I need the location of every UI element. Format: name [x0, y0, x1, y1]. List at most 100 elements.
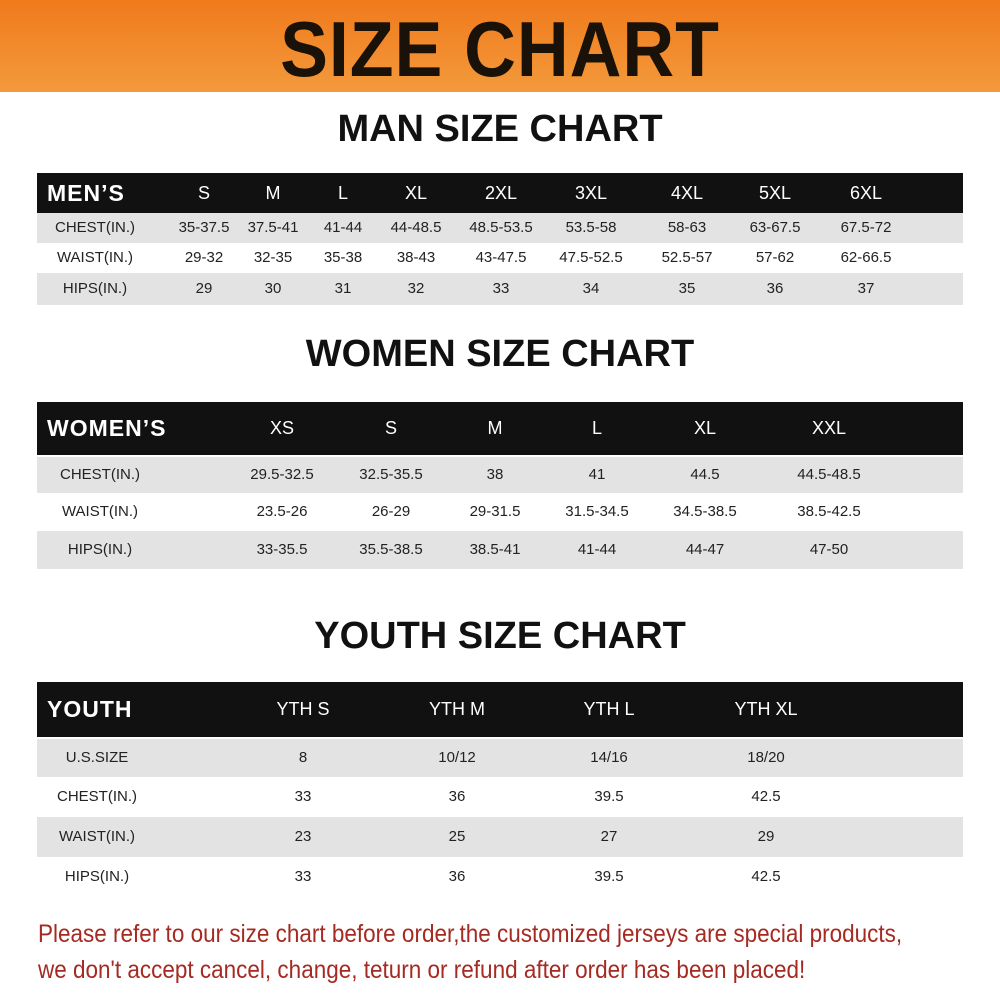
size-value: 25 [448, 828, 466, 845]
size-value: 38.5-41 [469, 541, 521, 558]
size-value: 33-35.5 [256, 541, 308, 558]
size-value: 35-38 [323, 249, 363, 266]
size-value: 39.5 [594, 868, 624, 885]
size-value: 35-37.5 [178, 219, 230, 236]
size-value: 57-62 [755, 249, 795, 266]
measurement-label: WAIST(IN.) [61, 503, 139, 520]
size-value: 34 [582, 280, 600, 297]
women-title: WOMEN SIZE CHART [305, 333, 695, 375]
size-value: 44.5 [690, 466, 720, 483]
size-value: 39.5 [594, 788, 624, 805]
size-value: 31.5-34.5 [565, 503, 629, 520]
table-row: WAIST(IN.) 23 25 27 29 [37, 817, 963, 857]
size-value: 31 [334, 280, 352, 297]
size-value: 41-44 [577, 541, 617, 558]
men-title: MAN SIZE CHART [337, 108, 663, 150]
header-row: YOUTH YTH S YTH M YTH L YTH XL [37, 682, 963, 737]
size-value: 14/16 [590, 749, 628, 766]
size-value: 10/12 [438, 749, 476, 766]
size-value: 44-47 [685, 541, 725, 558]
header-row: WOMEN’S XS S M L XL XXL [37, 402, 963, 455]
size-value: 34.5-38.5 [673, 503, 737, 520]
size-value: 18/20 [747, 749, 785, 766]
table-row: WAIST(IN.) 23.5-26 26-29 29-31.5 31.5-34.5 34… [37, 493, 963, 531]
measurement-label: CHEST(IN.) [55, 219, 135, 236]
size-value: 33 [492, 280, 510, 297]
size-header: XXL [811, 418, 847, 438]
table-header-label: WOMEN’S [47, 415, 167, 441]
size-header: YTH S [276, 699, 330, 719]
size-value: 37.5-41 [247, 219, 299, 236]
size-header: L [591, 418, 603, 438]
size-header: 4XL [670, 183, 704, 203]
size-header: M [265, 183, 281, 203]
size-value: 42.5 [751, 868, 781, 885]
banner-title: SIZE CHART [280, 5, 720, 93]
size-header: L [337, 183, 349, 203]
size-value: 23.5-26 [256, 503, 308, 520]
measurement-label: HIPS(IN.) [67, 541, 133, 558]
size-header: XL [404, 183, 428, 203]
size-header: 2XL [484, 183, 518, 203]
size-value: 48.5-53.5 [469, 219, 533, 236]
size-value: 29 [195, 280, 213, 297]
table-header-label: YOUTH [47, 696, 133, 722]
size-header: YTH M [429, 699, 485, 719]
size-value: 30 [264, 280, 282, 297]
size-value: 33 [294, 788, 312, 805]
table-row: CHEST(IN.) 33 36 39.5 42.5 [37, 777, 963, 817]
size-value: 62-66.5 [840, 249, 892, 266]
size-value: 32-35 [253, 249, 293, 266]
size-value: 26-29 [371, 503, 411, 520]
table-row: CHEST(IN.) 35-37.5 37.5-41 41-44 44-48.5 48.5… [37, 213, 963, 243]
size-value: 35 [678, 280, 696, 297]
size-header: XL [693, 418, 717, 438]
size-value: 35.5-38.5 [359, 541, 423, 558]
note-line-2: we don't accept cancel, change, teturn o… [38, 956, 806, 984]
header-row: MEN’S S M L XL 2XL 3XL 4XL 5XL 6XL [37, 173, 963, 213]
measurement-label: CHEST(IN.) [57, 788, 137, 805]
size-header: YTH XL [734, 699, 798, 719]
size-value: 27 [600, 828, 618, 845]
size-value: 32 [407, 280, 425, 297]
size-value: 53.5-58 [565, 219, 617, 236]
size-value: 42.5 [751, 788, 781, 805]
size-header: 5XL [758, 183, 792, 203]
table-header-label: MEN’S [47, 180, 125, 206]
size-header: XS [269, 418, 295, 438]
measurement-label: U.S.SIZE [65, 749, 129, 766]
size-value: 63-67.5 [749, 219, 801, 236]
note-line-1: Please refer to our size chart before or… [38, 920, 903, 948]
table-row: HIPS(IN.) 29 30 31 32 33 34 35 36 37 [37, 273, 963, 305]
size-value: 37 [857, 280, 875, 297]
size-header: S [197, 183, 211, 203]
size-value: 36 [448, 788, 466, 805]
size-value: 38 [486, 466, 504, 483]
measurement-label: HIPS(IN.) [62, 280, 128, 297]
measurement-label: WAIST(IN.) [58, 828, 136, 845]
size-value: 23 [294, 828, 312, 845]
size-header: S [384, 418, 398, 438]
size-value: 36 [448, 868, 466, 885]
size-value: 29 [757, 828, 775, 845]
size-value: 29-31.5 [469, 503, 521, 520]
size-value: 67.5-72 [840, 219, 892, 236]
size-value: 47.5-52.5 [559, 249, 623, 266]
size-value: 58-63 [667, 219, 707, 236]
size-value: 41 [588, 466, 606, 483]
measurement-label: WAIST(IN.) [56, 249, 134, 266]
size-header: 6XL [849, 183, 883, 203]
size-value: 38-43 [396, 249, 436, 266]
size-value: 44-48.5 [390, 219, 442, 236]
size-value: 29.5-32.5 [250, 466, 314, 483]
size-chart-banner: SIZE CHART [0, 0, 1000, 93]
size-header: 3XL [574, 183, 608, 203]
size-value: 29-32 [184, 249, 224, 266]
table-row: U.S.SIZE 8 10/12 14/16 18/20 [37, 739, 963, 777]
size-header: M [487, 418, 503, 438]
size-value: 38.5-42.5 [797, 503, 861, 520]
size-value: 41-44 [323, 219, 363, 236]
size-value: 32.5-35.5 [359, 466, 423, 483]
table-row: CHEST(IN.) 29.5-32.5 32.5-35.5 38 41 44.5 44.5… [37, 457, 963, 493]
size-header: YTH L [583, 699, 635, 719]
